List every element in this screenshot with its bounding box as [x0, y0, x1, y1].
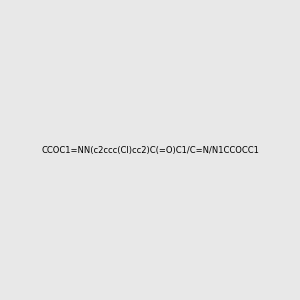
- Text: CCOC1=NN(c2ccc(Cl)cc2)C(=O)C1/C=N/N1CCOCC1: CCOC1=NN(c2ccc(Cl)cc2)C(=O)C1/C=N/N1CCOC…: [41, 146, 259, 154]
